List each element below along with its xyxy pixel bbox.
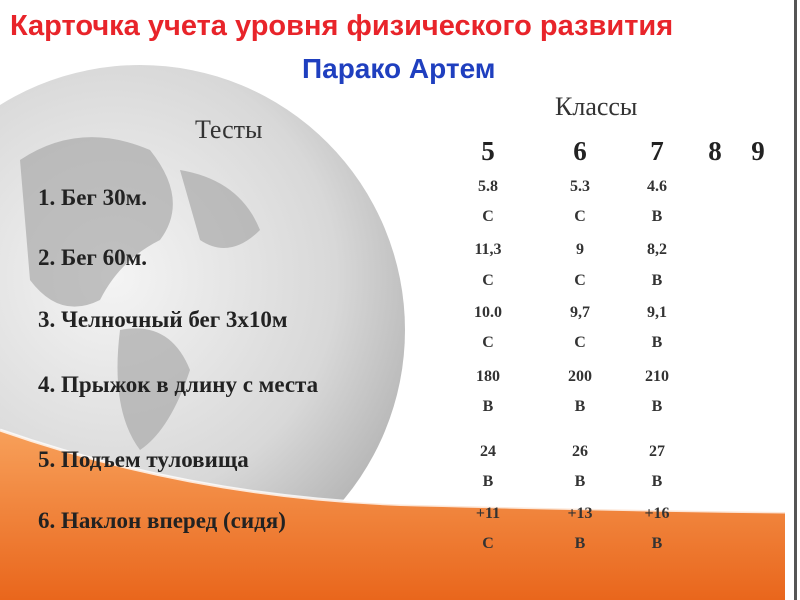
result-level: В — [482, 473, 494, 490]
result-value: 5.8 — [478, 178, 498, 195]
test-label: 1. Бег 30м. — [38, 185, 148, 210]
result-level: В — [651, 272, 663, 289]
result-value: 26 — [572, 443, 588, 460]
student-name: Парако Артем — [302, 53, 496, 84]
result-value: +11 — [475, 505, 501, 522]
slide-border — [794, 0, 797, 600]
result-level: В — [574, 473, 586, 490]
result-level: С — [482, 535, 494, 552]
slide-title: Карточка учета уровня физического развит… — [10, 10, 674, 42]
result-level: В — [651, 535, 663, 552]
result-level: В — [574, 398, 586, 415]
grade-5: 5 — [481, 136, 495, 166]
result-value: +16 — [644, 505, 670, 522]
result-value: 9 — [576, 241, 584, 258]
result-level: В — [482, 398, 494, 415]
grade-9: 9 — [751, 136, 765, 166]
result-value: 9,1 — [647, 304, 667, 321]
test-label: 3. Челночный бег 3х10м — [38, 307, 288, 332]
orange-swoosh — [0, 430, 785, 600]
result-level: С — [574, 272, 586, 289]
result-value: 210 — [645, 368, 669, 385]
result-level: В — [651, 473, 663, 490]
result-level: В — [651, 398, 663, 415]
result-value: 9,7 — [570, 304, 590, 321]
test-label: 6. Наклон вперед (сидя) — [38, 508, 286, 533]
result-level: В — [651, 208, 663, 225]
grade-8: 8 — [708, 136, 722, 166]
tests-header: Тесты — [195, 115, 263, 144]
test-label: 4. Прыжок в длину с места — [38, 372, 319, 397]
result-level: В — [651, 334, 663, 351]
result-value: 5.3 — [570, 178, 590, 195]
result-value: 27 — [649, 443, 665, 460]
result-value: 180 — [476, 368, 500, 385]
test-label: 2. Бег 60м. — [38, 245, 148, 270]
grade-6: 6 — [573, 136, 587, 166]
result-level: В — [574, 535, 586, 552]
result-value: 8,2 — [647, 241, 667, 258]
result-value: 10.0 — [474, 304, 502, 321]
result-value: 11,3 — [474, 241, 502, 258]
result-level: С — [482, 272, 494, 289]
result-level: С — [482, 334, 494, 351]
result-level: С — [574, 208, 586, 225]
result-value: 24 — [480, 443, 496, 460]
result-value: 4.6 — [647, 178, 667, 195]
result-level: С — [482, 208, 494, 225]
classes-header: Классы — [555, 92, 638, 121]
grade-7: 7 — [650, 136, 664, 166]
globe-continents — [20, 137, 260, 450]
result-value: +13 — [567, 505, 593, 522]
result-value: 200 — [568, 368, 592, 385]
test-label: 5. Подъем туловища — [38, 447, 249, 472]
result-level: С — [574, 334, 586, 351]
